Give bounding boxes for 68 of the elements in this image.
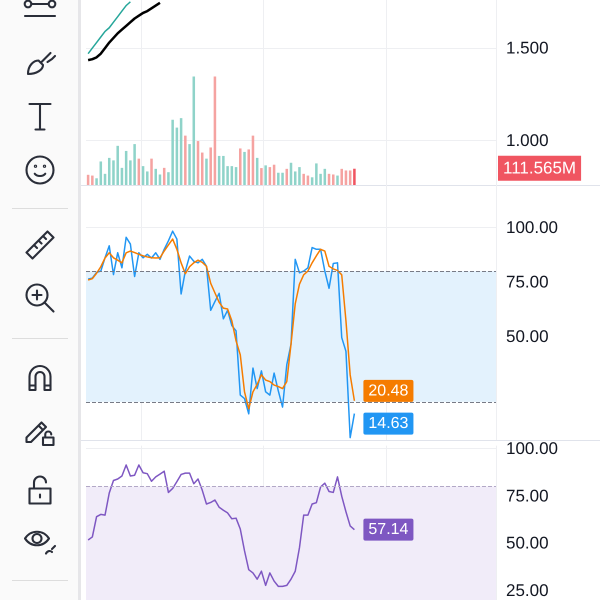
bar	[100, 161, 102, 185]
y-tick-label: 50.00	[506, 534, 549, 553]
line-series	[87, 1, 132, 54]
bar	[91, 176, 94, 185]
bar	[192, 76, 196, 185]
line-series	[87, 464, 356, 588]
bar	[218, 156, 220, 185]
bar	[138, 158, 140, 185]
bar	[281, 172, 284, 185]
bar	[252, 136, 254, 185]
y-tick-label: 75.00	[506, 272, 549, 292]
bar	[184, 136, 187, 185]
data-label: 14.63	[368, 415, 409, 432]
bar	[162, 168, 166, 185]
text: 111.565M	[503, 158, 576, 178]
y-tick-label: 1.500	[506, 38, 549, 58]
bar	[226, 166, 229, 185]
y-tick-label: 50.00	[506, 326, 549, 346]
bar	[108, 158, 111, 185]
bar	[116, 146, 119, 185]
bar	[264, 165, 267, 185]
data-label: 20.48	[368, 382, 409, 400]
bar	[340, 168, 343, 185]
bar	[298, 167, 301, 185]
bar	[348, 170, 352, 185]
bar	[272, 164, 276, 185]
data-label: 57.14	[368, 521, 409, 538]
bar	[332, 174, 335, 185]
bar	[260, 168, 263, 185]
bar	[180, 118, 182, 185]
line-series	[87, 238, 356, 410]
bar	[256, 158, 258, 185]
bar	[150, 158, 153, 185]
line-series	[86, 2, 162, 62]
bar	[328, 174, 330, 185]
line-series	[87, 230, 356, 438]
bar	[112, 160, 115, 185]
bar	[86, 174, 90, 185]
bar	[234, 167, 238, 185]
y-tick-label: 25.00	[506, 581, 549, 600]
bar	[133, 144, 136, 185]
bar	[277, 172, 280, 185]
bar	[315, 163, 318, 185]
bar	[353, 168, 356, 185]
y-tick-label: 1.000	[506, 131, 549, 150]
y-tick-label: 100.00	[506, 439, 558, 458]
y-tick-label: 75.00	[506, 486, 549, 506]
bar	[344, 170, 348, 185]
bar	[167, 172, 170, 185]
bar	[171, 120, 174, 185]
bar	[268, 167, 272, 185]
bar	[306, 176, 310, 185]
bar	[239, 148, 242, 185]
bar	[222, 156, 225, 185]
bar	[142, 166, 144, 185]
bar	[154, 168, 158, 185]
bar	[214, 76, 216, 185]
bar	[302, 174, 305, 185]
bar	[286, 168, 288, 185]
bar	[205, 158, 208, 185]
bar	[290, 162, 292, 185]
y-tick-label: 100.00	[506, 218, 558, 237]
bar	[124, 150, 128, 185]
bar	[324, 168, 326, 185]
bar	[336, 176, 339, 185]
bar	[196, 141, 200, 185]
bar	[243, 152, 246, 185]
bar	[230, 166, 234, 185]
